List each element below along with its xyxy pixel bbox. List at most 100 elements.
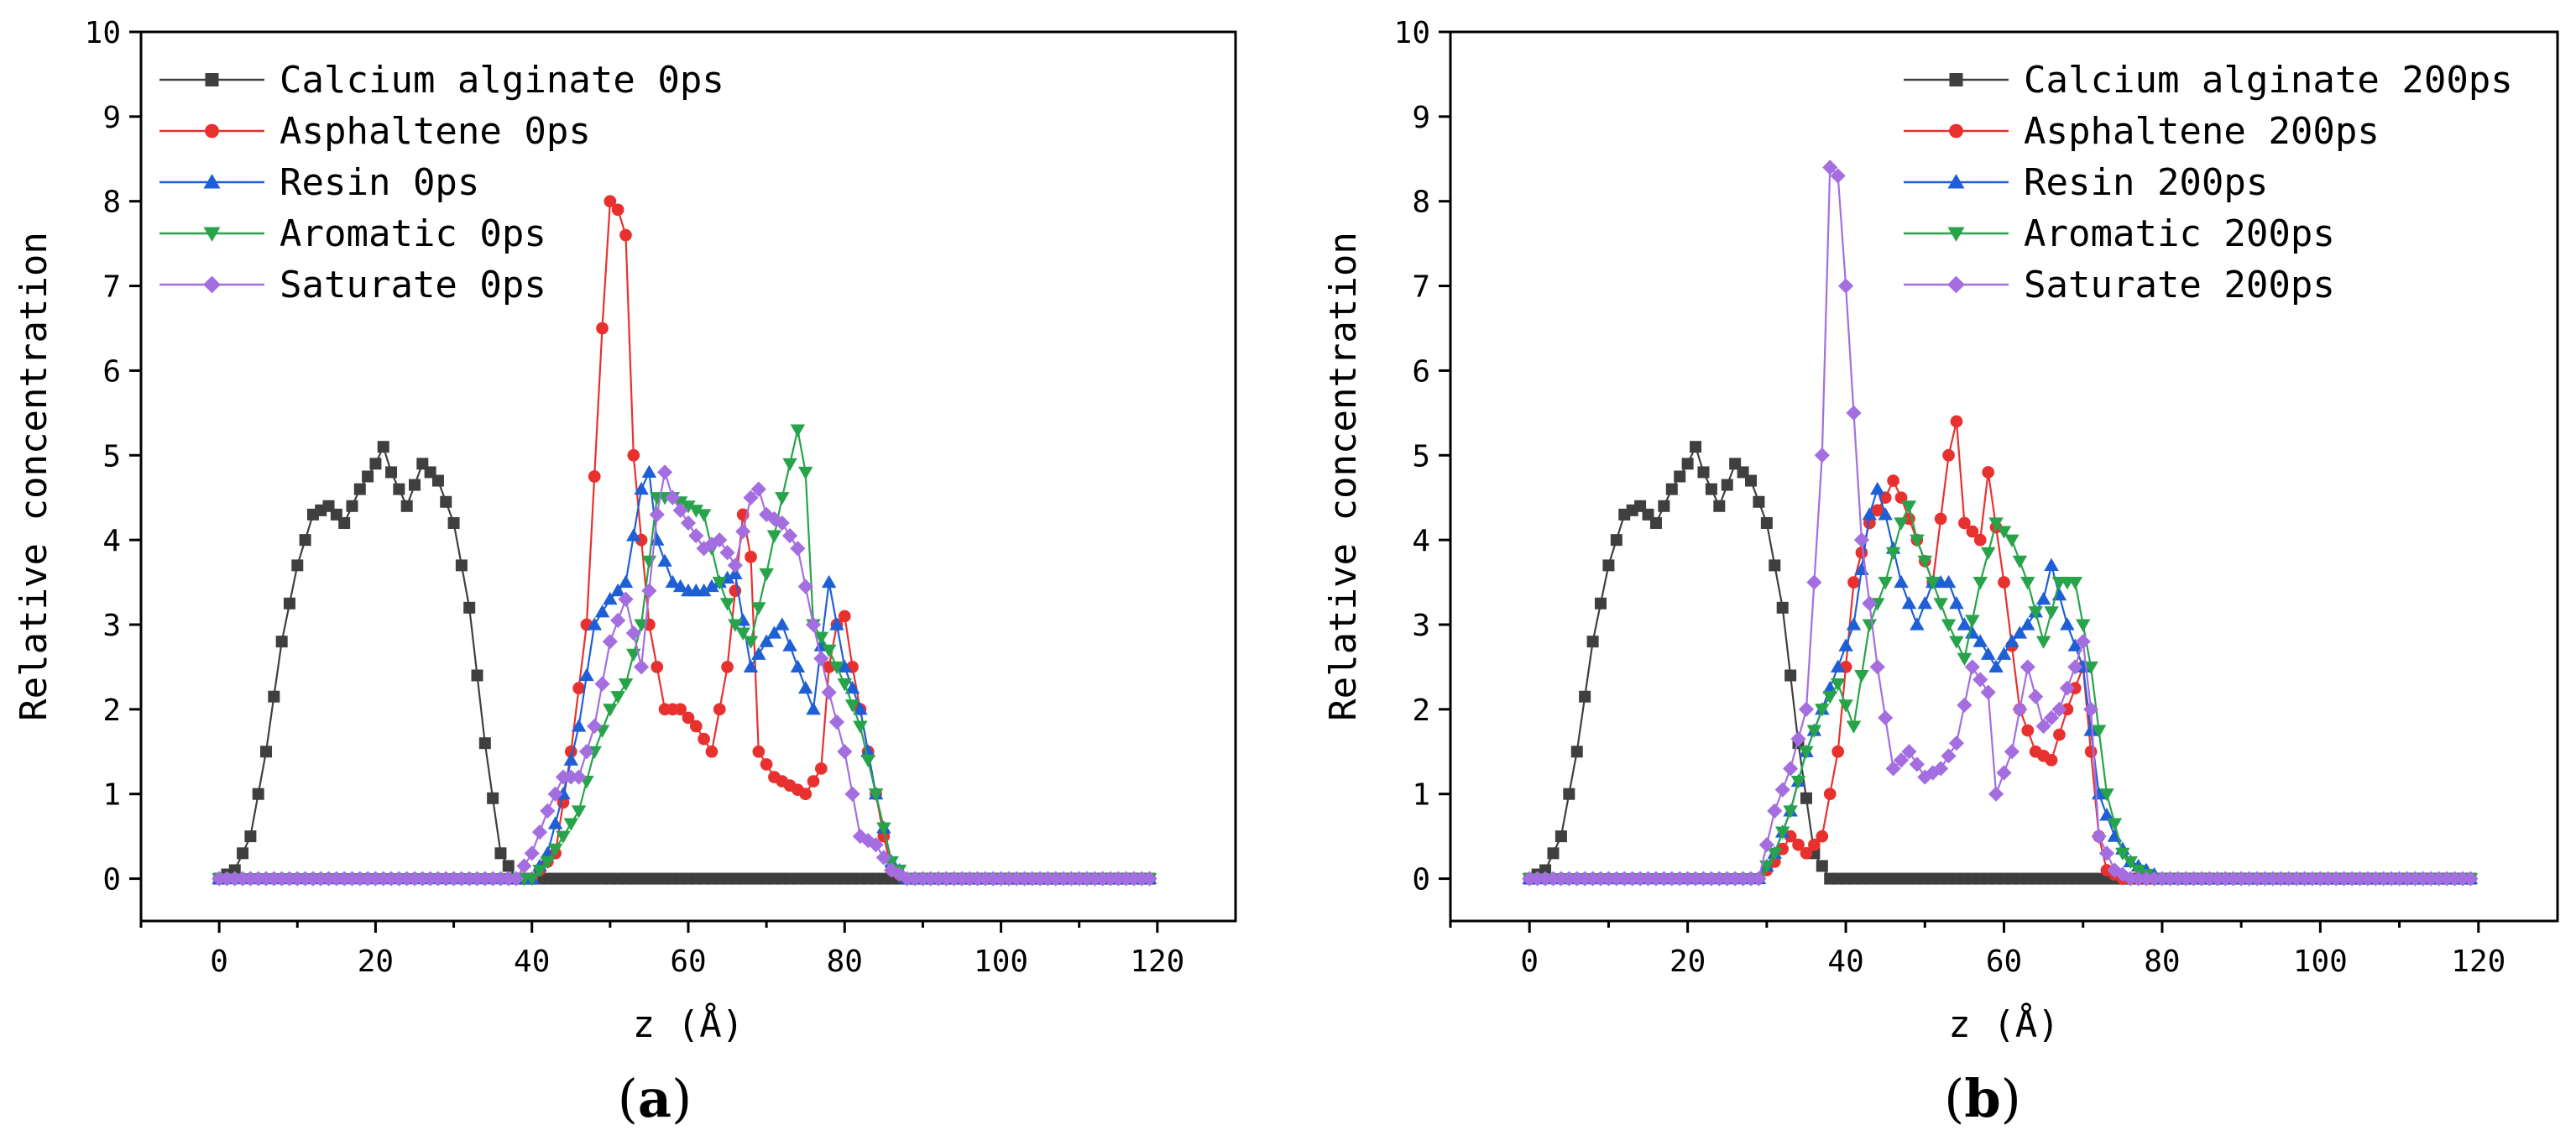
data-point: [1957, 697, 1972, 713]
legend-marker: [205, 123, 219, 139]
data-point: [243, 871, 259, 887]
data-point: [1769, 559, 1781, 572]
data-point: [587, 718, 603, 735]
data-point: [689, 720, 703, 733]
series-line: [1529, 485, 2471, 880]
data-point: [1071, 871, 1087, 887]
data-point: [2352, 871, 2368, 887]
data-point: [1853, 532, 1870, 548]
data-point: [234, 871, 251, 887]
series-line: [1528, 444, 2471, 880]
data-point: [2020, 659, 2035, 675]
data-point: [1721, 479, 1733, 491]
data-point: [2384, 871, 2400, 887]
data-point: [1949, 636, 1964, 649]
data-point: [2044, 557, 2059, 571]
data-point: [1996, 646, 2012, 660]
data-point: [743, 636, 759, 649]
x-tick-label: 20: [358, 945, 394, 979]
data-point: [875, 850, 891, 866]
data-point: [1942, 448, 1955, 462]
data-point: [1658, 500, 1670, 512]
legend-marker: [1947, 275, 1965, 294]
data-point: [752, 745, 765, 758]
data-point: [212, 871, 227, 887]
data-point: [2439, 871, 2455, 887]
data-point: [1917, 596, 1933, 610]
data-point: [1980, 646, 1996, 660]
data-point: [2098, 845, 2115, 861]
data-point: [969, 871, 985, 887]
data-point: [2273, 871, 2289, 887]
data-point: [556, 830, 571, 844]
data-point: [1102, 871, 1119, 887]
data-point: [2154, 871, 2171, 887]
data-point: [743, 659, 759, 672]
data-point: [2312, 871, 2328, 887]
data-point: [369, 458, 382, 470]
data-point: [2045, 754, 2058, 767]
x-tick-label: 120: [2451, 945, 2505, 979]
data-point: [1681, 458, 1694, 470]
legend-marker: [205, 73, 219, 86]
data-point: [696, 509, 712, 522]
data-point: [462, 871, 478, 887]
data-point: [547, 816, 563, 829]
data-point: [1569, 871, 1585, 887]
data-point: [1887, 474, 1899, 487]
data-point: [625, 625, 641, 641]
data-point: [610, 612, 626, 629]
y-tick-label: 9: [1412, 101, 1430, 135]
data-point: [406, 871, 423, 887]
data-point: [2454, 871, 2471, 887]
legend-marker: [203, 227, 221, 242]
data-point: [790, 541, 806, 557]
data-point: [524, 845, 540, 861]
data-point: [2415, 871, 2431, 887]
data-point: [1949, 596, 1964, 610]
data-point: [258, 871, 274, 887]
data-point: [688, 505, 704, 518]
data-point: [1800, 846, 1813, 860]
data-point: [805, 616, 822, 633]
data-point: [1901, 500, 1917, 514]
data-point: [1998, 576, 2010, 589]
data-point: [2021, 724, 2035, 737]
data-point: [1783, 761, 1799, 777]
data-point: [1894, 517, 1909, 531]
data-point: [368, 871, 384, 887]
data-point: [508, 871, 525, 887]
data-point: [1982, 466, 1995, 479]
data-point: [1617, 871, 1633, 887]
data-point: [853, 702, 868, 715]
data-point: [2209, 871, 2225, 887]
data-point: [814, 762, 828, 775]
data-point: [604, 195, 617, 208]
data-point: [1806, 725, 1822, 738]
data-point: [2012, 555, 2028, 569]
data-point: [477, 871, 493, 887]
data-point: [2375, 871, 2391, 887]
series-line: [219, 472, 1150, 880]
data-point: [1806, 574, 1822, 590]
data-point: [587, 617, 602, 631]
data-point: [837, 744, 853, 760]
data-point: [1917, 555, 1933, 569]
data-point: [821, 574, 837, 589]
y-tick-label: 8: [102, 186, 121, 220]
data-point: [399, 871, 415, 887]
data-point: [665, 489, 681, 505]
data-point: [649, 506, 665, 522]
data-point: [946, 871, 962, 887]
data-point: [703, 536, 720, 552]
data-point: [1838, 699, 1853, 713]
data-point: [1040, 871, 1056, 887]
legend-entry: Calcium alginate 200ps: [2024, 59, 2513, 102]
data-point: [1996, 765, 2012, 781]
data-point: [813, 651, 829, 667]
data-point: [2463, 871, 2479, 887]
data-point: [797, 680, 813, 694]
data-point: [494, 847, 507, 860]
data-point: [1601, 871, 1617, 887]
data-point: [594, 604, 610, 618]
